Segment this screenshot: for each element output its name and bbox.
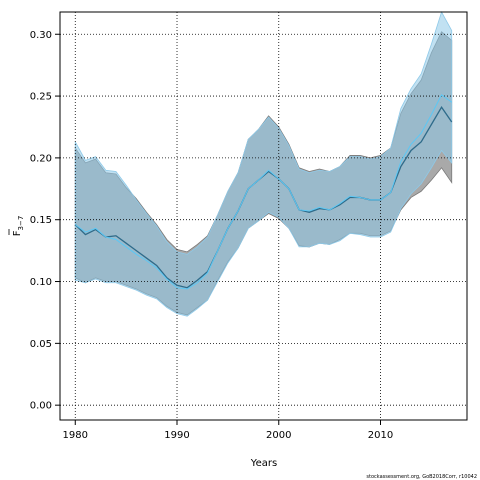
- source-caption: stockassessment.org, GoB2018Corr, r10042: [366, 474, 477, 480]
- svg-text:F3−7: F3−7: [12, 216, 25, 237]
- y-axis-label: F3−7: [8, 216, 25, 237]
- series-line-2: [74, 94, 453, 290]
- confidence-bands: [74, 10, 453, 317]
- y-tick-label: 0.10: [30, 277, 52, 288]
- x-tick-label: 2010: [368, 430, 393, 441]
- y-tick-label: 0.00: [30, 401, 52, 412]
- grid-lines: [60, 12, 467, 420]
- x-tick-label: 2000: [266, 430, 291, 441]
- y-tick-label: 0.20: [30, 153, 52, 164]
- x-axis-label: Years: [250, 458, 277, 469]
- y-tick-label: 0.15: [30, 215, 52, 226]
- y-tick-label: 0.30: [30, 30, 52, 41]
- y-tick-label: 0.25: [30, 92, 52, 103]
- y-tick-label: 0.05: [30, 339, 52, 350]
- y-axis-label-sub: 3−7: [17, 216, 25, 231]
- x-tick-label: 1980: [63, 430, 88, 441]
- y-axis-label-main: F: [12, 230, 23, 236]
- x-axis: 1980 1990 2000 2010: [63, 420, 393, 441]
- plot-frame: [59, 11, 468, 421]
- y-axis: 0.00 0.05 0.10 0.15 0.20 0.25 0.30: [30, 30, 60, 412]
- x-tick-label: 1990: [164, 430, 189, 441]
- series-lines: [74, 94, 453, 290]
- confidence-band-2: [74, 10, 453, 317]
